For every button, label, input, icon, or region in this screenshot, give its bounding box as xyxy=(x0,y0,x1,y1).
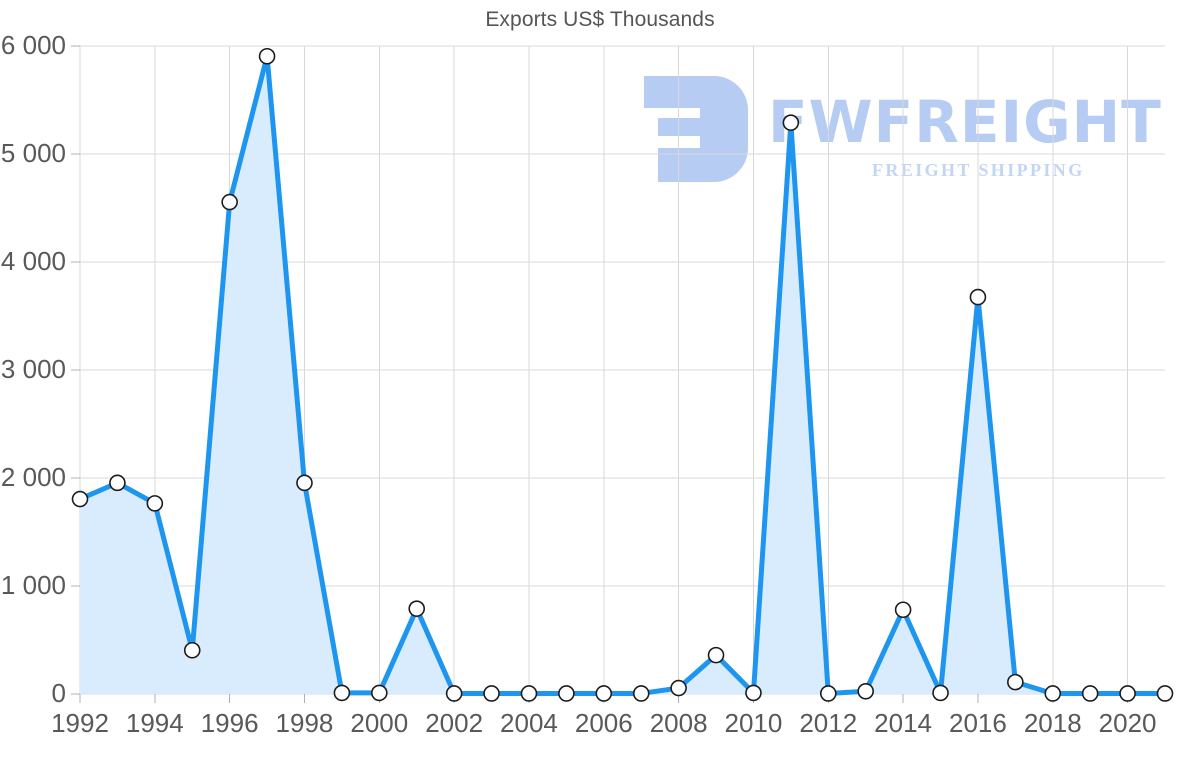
series-markers-exports xyxy=(71,47,1174,702)
x-tick-label: 2008 xyxy=(650,708,708,738)
x-axis-labels: 1992 1994 1996 1998 2000 2002 2004 2006 2008 2010… xyxy=(51,708,1156,738)
x-tick-label: 2016 xyxy=(949,708,1007,738)
data-point-marker xyxy=(670,679,687,697)
x-tick-label: 2010 xyxy=(725,708,783,738)
data-point-marker xyxy=(969,288,987,306)
data-point-marker xyxy=(333,684,351,702)
data-point-marker xyxy=(146,495,164,512)
x-tick-label: 2002 xyxy=(425,708,483,738)
data-point-marker xyxy=(1119,685,1136,702)
x-tick-label: 2006 xyxy=(575,708,633,738)
x-tick-label: 1998 xyxy=(276,708,334,738)
y-axis-labels: 0 1 000 2 000 3 000 4 000 5 000 6 000 xyxy=(1,30,66,708)
x-tick-label: 2000 xyxy=(350,708,408,738)
x-tick-label: 2012 xyxy=(799,708,857,738)
data-point-marker xyxy=(1156,685,1174,702)
x-tick-label: 1996 xyxy=(201,708,259,738)
x-tick-label: 2004 xyxy=(500,708,558,738)
data-point-marker xyxy=(1044,685,1062,702)
y-tick-label: 5 000 xyxy=(1,138,66,168)
data-point-marker xyxy=(819,685,837,702)
y-tick-label: 3 000 xyxy=(1,354,66,384)
data-point-marker xyxy=(894,601,912,619)
data-point-marker xyxy=(595,685,613,702)
x-tick-label: 2014 xyxy=(874,708,932,738)
y-tick-label: 2 000 xyxy=(1,462,66,492)
y-tick-label: 6 000 xyxy=(1,30,66,60)
series-line-exports xyxy=(77,53,1168,696)
data-point-marker xyxy=(520,685,538,702)
data-point-marker xyxy=(183,641,201,659)
x-tick-label: 2020 xyxy=(1099,708,1157,738)
data-point-marker xyxy=(632,685,650,702)
data-point-marker xyxy=(408,600,426,617)
data-point-marker xyxy=(71,490,89,508)
x-tick-label: 2018 xyxy=(1024,708,1082,738)
data-point-marker xyxy=(558,685,575,702)
data-point-marker xyxy=(1007,673,1024,691)
data-point-marker xyxy=(707,646,725,664)
data-point-marker xyxy=(258,47,276,65)
data-point-marker xyxy=(483,685,500,702)
x-tick-label: 1992 xyxy=(51,708,109,738)
data-point-marker xyxy=(932,684,949,702)
data-point-marker xyxy=(782,114,800,131)
data-point-marker xyxy=(445,685,463,702)
data-point-marker xyxy=(1081,685,1099,702)
x-tick-label: 1994 xyxy=(126,708,184,738)
data-point-marker xyxy=(109,474,126,492)
data-point-marker xyxy=(296,474,313,492)
data-point-marker xyxy=(745,684,762,702)
y-tick-label: 4 000 xyxy=(1,246,66,276)
chart-title: Exports US$ Thousands xyxy=(485,8,715,31)
data-point-marker xyxy=(857,682,874,700)
data-point-marker xyxy=(221,193,238,211)
y-tick-label: 0 xyxy=(52,678,66,708)
data-point-marker xyxy=(371,684,388,702)
y-tick-label: 1 000 xyxy=(1,570,66,600)
